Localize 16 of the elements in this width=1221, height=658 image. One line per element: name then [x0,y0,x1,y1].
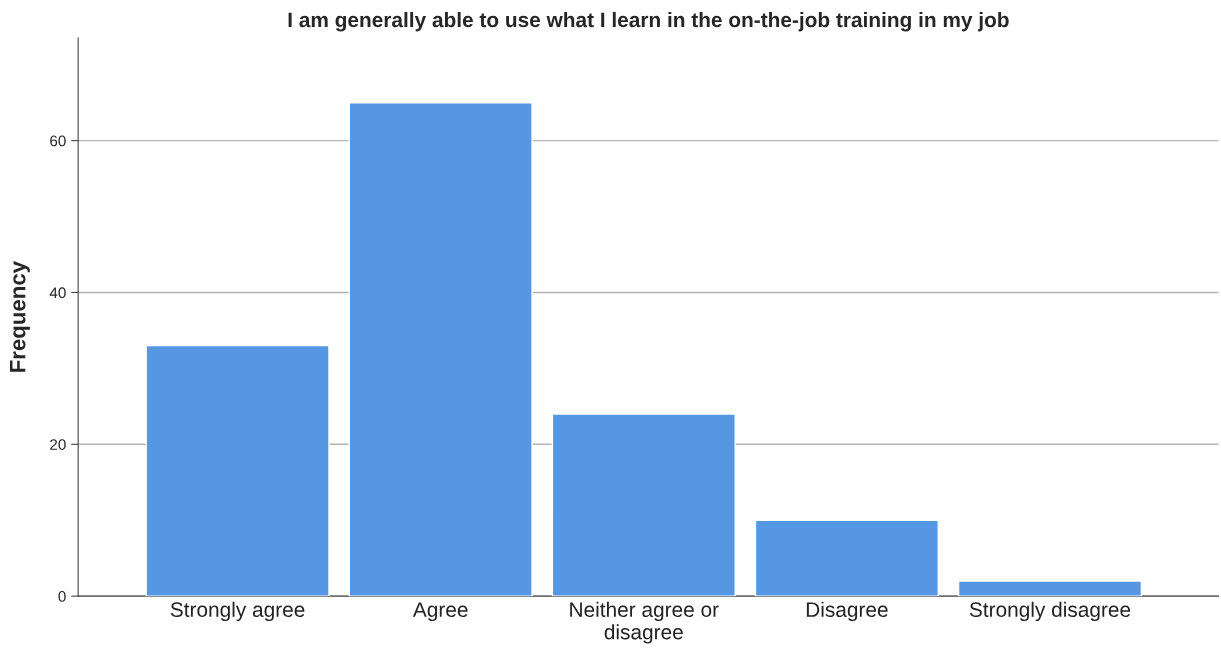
bar [348,101,533,597]
y-tick-label: 60 [50,135,66,147]
y-axis-title: Frequency [10,261,30,372]
bar [551,413,736,597]
x-tick-label: Agree [412,602,468,622]
x-tick-label: Strongly disagree [969,601,1131,622]
x-tick-label: Neither agree or disagree [570,601,719,644]
bar [145,344,330,597]
y-tick-label: 20 [50,439,66,450]
x-tick-label: Disagree [806,601,888,622]
bar [957,580,1143,597]
y-tick-label: 0 [58,591,66,602]
x-tick-label: Strongly agree [170,601,305,622]
bar [754,519,939,597]
y-tick-label: 40 [49,287,66,299]
chart-title: I am generally able to use what I learn in the on-the-job training in my job [288,11,1009,32]
